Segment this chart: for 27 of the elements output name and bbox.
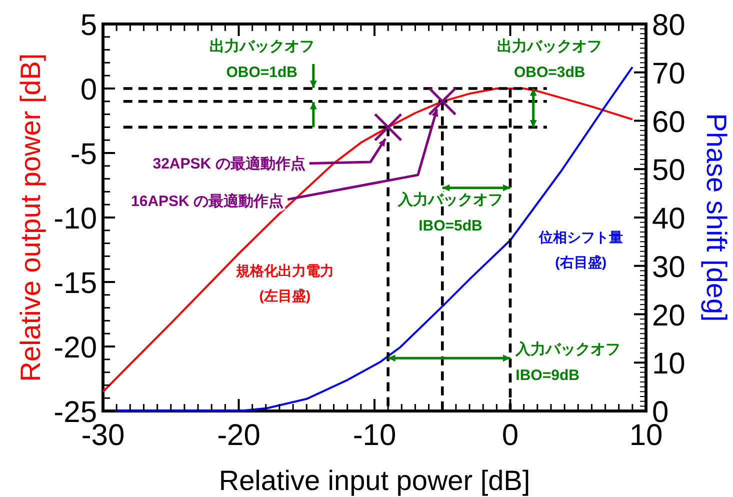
- y-axis-title: Relative output power [dB]: [15, 53, 46, 382]
- y2-tick-label: 80: [652, 9, 686, 42]
- series-label: 位相シフト量 (右目盛): [538, 229, 623, 270]
- annotation: 出力バックオフ OBO=1dB: [209, 38, 314, 82]
- y-tick-label: -20: [54, 332, 97, 364]
- series-label: 規格化出力電力 (左目盛): [234, 262, 334, 304]
- y-tick-label: -10: [54, 202, 97, 236]
- y2-tick-label: 70: [652, 57, 686, 90]
- y2-tick-label: 50: [652, 154, 686, 188]
- y-tick-label: -5: [70, 138, 97, 171]
- y2-tick-label: 40: [652, 202, 686, 236]
- x-tick-label: -10: [352, 419, 396, 452]
- annotation: 16APSK の最適動作点: [131, 192, 284, 210]
- annotation: 入力バックオフ IBO=9dB: [514, 341, 621, 384]
- y2-tick-label: 20: [652, 299, 686, 332]
- x-tick-label: 0: [502, 419, 519, 452]
- y2-axis-title: Phase shift [deg]: [701, 113, 732, 322]
- y-tick-label: 5: [80, 9, 97, 42]
- y-tick-label: 0: [80, 74, 97, 106]
- annotation: 32APSK の最適動作点: [152, 154, 306, 172]
- y2-tick-label: 30: [652, 250, 686, 284]
- y2-tick-label: 10: [652, 348, 686, 381]
- y-tick-label: -15: [54, 267, 97, 300]
- x-tick-label: -20: [217, 419, 260, 452]
- x-axis-title: Relative input power [dB]: [218, 465, 530, 496]
- y2-tick-label: 60: [652, 106, 686, 139]
- annotation: 出力バックオフ OBO=3dB: [497, 38, 602, 82]
